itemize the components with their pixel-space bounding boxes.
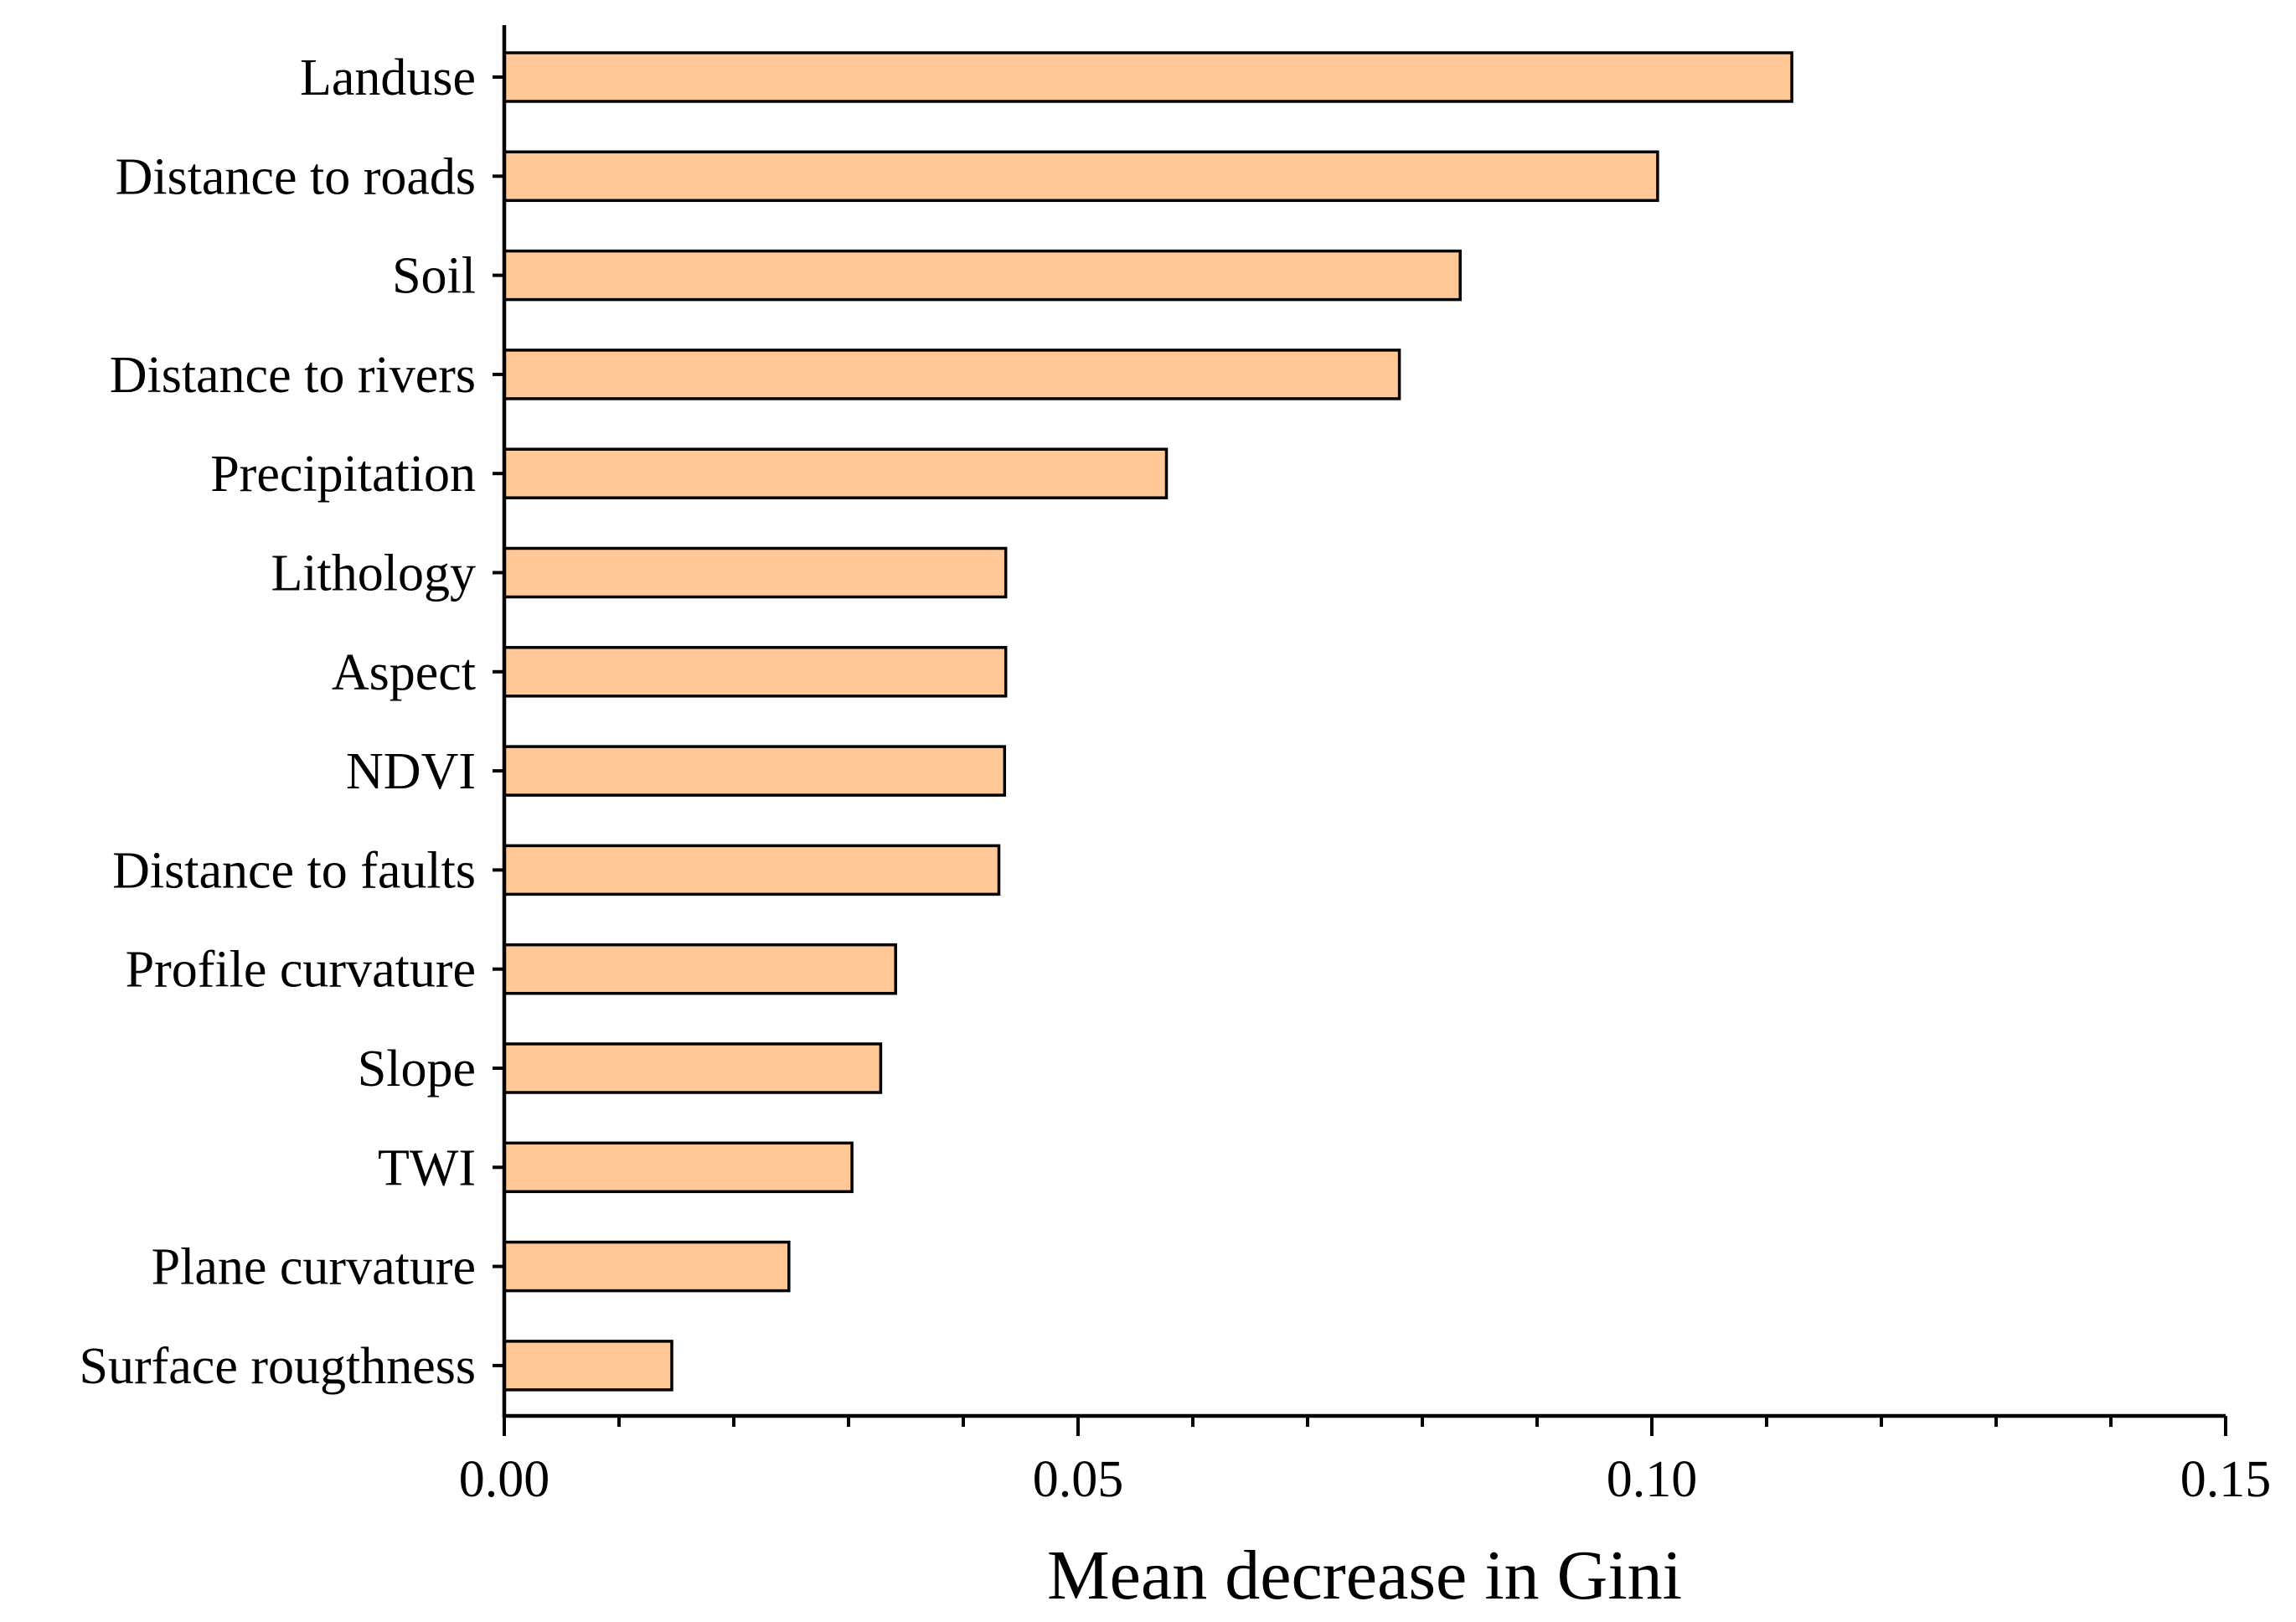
bar-landuse [503, 51, 1793, 103]
category-label-plane-curvature: Plane curvature [152, 1239, 476, 1296]
x-axis-title: Mean decrease in Gini [1047, 1537, 1682, 1614]
x-axis-ticks [503, 1416, 2227, 1436]
bar-distance-to-roads [503, 150, 1659, 203]
category-label-twi: TWI [378, 1139, 476, 1196]
bar-distance-to-faults [503, 844, 1001, 896]
category-label-surface-rougthness: Surface rougthness [80, 1338, 476, 1395]
bar-aspect [503, 646, 1008, 698]
bar-plane-curvature [503, 1240, 791, 1293]
x-tick-label: 0.00 [459, 1451, 550, 1508]
category-label-soil: Soil [392, 248, 476, 305]
category-labels: Landuse Distance to roads Soil Distance to … [80, 49, 476, 1395]
bar-twi [503, 1141, 854, 1194]
category-label-distance-to-rivers: Distance to rivers [110, 347, 476, 404]
axes-lines [502, 25, 2226, 1418]
bars [503, 51, 1793, 1392]
category-label-distance-to-faults: Distance to faults [112, 842, 476, 899]
category-label-aspect: Aspect [332, 644, 476, 701]
category-label-precipitation: Precipitation [210, 446, 476, 503]
bar-surface-rougthness [503, 1340, 673, 1392]
bar-precipitation [503, 447, 1169, 499]
bar-profile-curvature [503, 943, 897, 995]
x-axis-tick-labels: 0.00 0.05 0.10 0.15 [459, 1451, 2272, 1508]
y-axis-ticks [493, 75, 504, 1367]
category-label-distance-to-roads: Distance to roads [116, 148, 476, 205]
category-label-slope: Slope [358, 1041, 476, 1098]
category-label-ndvi: NDVI [346, 743, 476, 800]
bar-soil [503, 249, 1462, 302]
category-label-landuse: Landuse [300, 49, 476, 106]
bar-ndvi [503, 745, 1007, 797]
x-tick-label: 0.05 [1033, 1451, 1124, 1508]
bar-lithology [503, 546, 1008, 599]
x-tick-label: 0.15 [2180, 1451, 2272, 1508]
category-label-lithology: Lithology [271, 545, 476, 602]
bar-slope [503, 1042, 883, 1094]
bar-distance-to-rivers [503, 349, 1401, 400]
x-tick-label: 0.10 [1607, 1451, 1698, 1508]
category-label-profile-curvature: Profile curvature [126, 942, 476, 999]
